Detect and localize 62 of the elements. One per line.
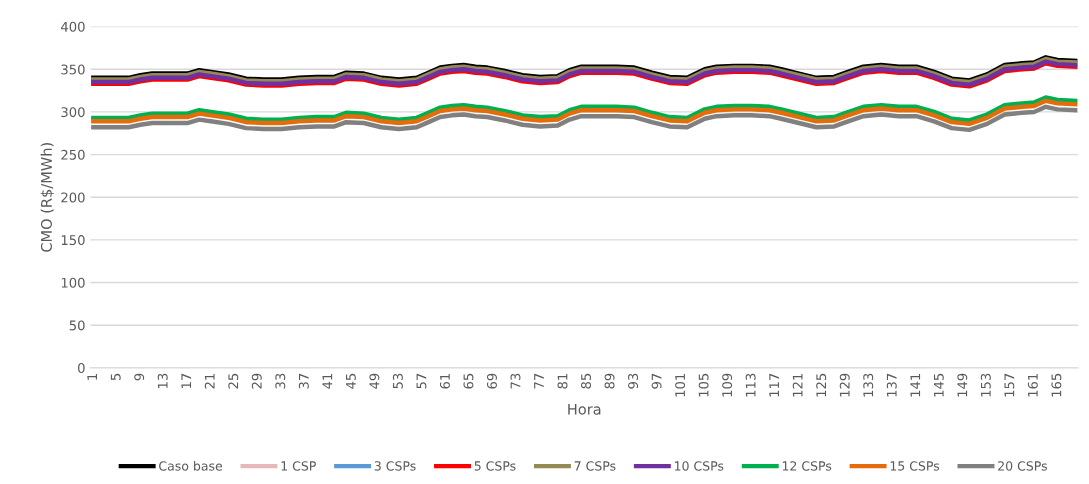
x-tick-label: 81 [557,373,568,389]
legend-label: 1 CSP [281,461,316,471]
x-tick-label: 129 [839,373,850,397]
x-tick-label: 9 [134,373,145,381]
y-tick-label: 0 [78,363,85,374]
x-tick-label: 53 [392,373,403,389]
x-tick-label: 29 [251,373,262,389]
x-tick-label: 77 [534,373,544,389]
legend-label: 12 CSPs [782,461,832,471]
x-tick-label: 157 [1004,373,1015,397]
y-tick-label: 400 [60,21,85,32]
x-tick-label: 21 [204,373,215,389]
x-tick-label: 57 [416,373,427,389]
y-tick-label: 50 [69,320,85,331]
x-tick-label: 41 [322,373,333,389]
x-tick-label: 113 [745,373,756,397]
x-tick-label: 161 [1027,373,1038,397]
y-axis-title: CMO (R$/MWh) [40,143,54,252]
x-tick-label: 105 [698,373,709,397]
x-tick-label: 33 [275,373,286,389]
y-tick-label: 300 [61,107,85,118]
x-tick-label: 73 [510,373,521,389]
x-tick-label: 153 [980,373,991,397]
x-tick-label: 65 [463,373,474,389]
x-tick-label: 141 [910,373,921,397]
x-tick-label: 121 [792,373,803,397]
x-tick-label: 137 [886,373,897,397]
y-tick-label: 200 [61,192,85,203]
legend-label: 15 CSPs [890,461,940,471]
x-tick-label: 61 [439,373,450,389]
x-tick-label: 109 [722,373,733,397]
x-tick-label: 13 [157,373,168,389]
x-tick-label: 5 [110,373,121,381]
x-tick-label: 85 [581,373,592,389]
x-tick-label: 145 [933,373,944,397]
x-tick-label: 149 [957,373,968,397]
x-tick-label: 89 [604,373,615,389]
x-axis-title: Hora [568,403,601,415]
y-tick-label: 350 [61,64,85,75]
x-tick-label: 17 [181,373,192,389]
x-tick-label: 49 [369,373,380,389]
x-tick-label: 25 [228,373,239,389]
legend-label: Caso base [159,460,223,471]
x-tick-label: 37 [298,373,309,389]
y-tick-label: 250 [61,149,85,160]
x-tick-label: 69 [486,373,497,389]
legend-label: 7 CSPs [574,461,616,471]
x-tick-label: 45 [346,373,356,389]
x-tick-label: 117 [769,373,779,397]
x-tick-label: 93 [628,373,639,389]
x-tick-label: 1 [87,373,97,380]
x-tick-label: 97 [651,373,662,389]
y-tick-label: 150 [61,235,85,246]
legend-label: 10 CSPs [674,461,724,471]
x-tick-label: 125 [816,373,827,397]
x-tick-label: 101 [675,373,686,397]
legend-label: 20 CSPs [998,461,1047,471]
x-tick-label: 133 [863,373,874,397]
legend-label: 3 CSPs [374,461,416,471]
y-tick-label: 100 [61,277,85,288]
x-tick-label: 165 [1051,373,1062,397]
legend-label: 5 CSPs [474,461,516,471]
